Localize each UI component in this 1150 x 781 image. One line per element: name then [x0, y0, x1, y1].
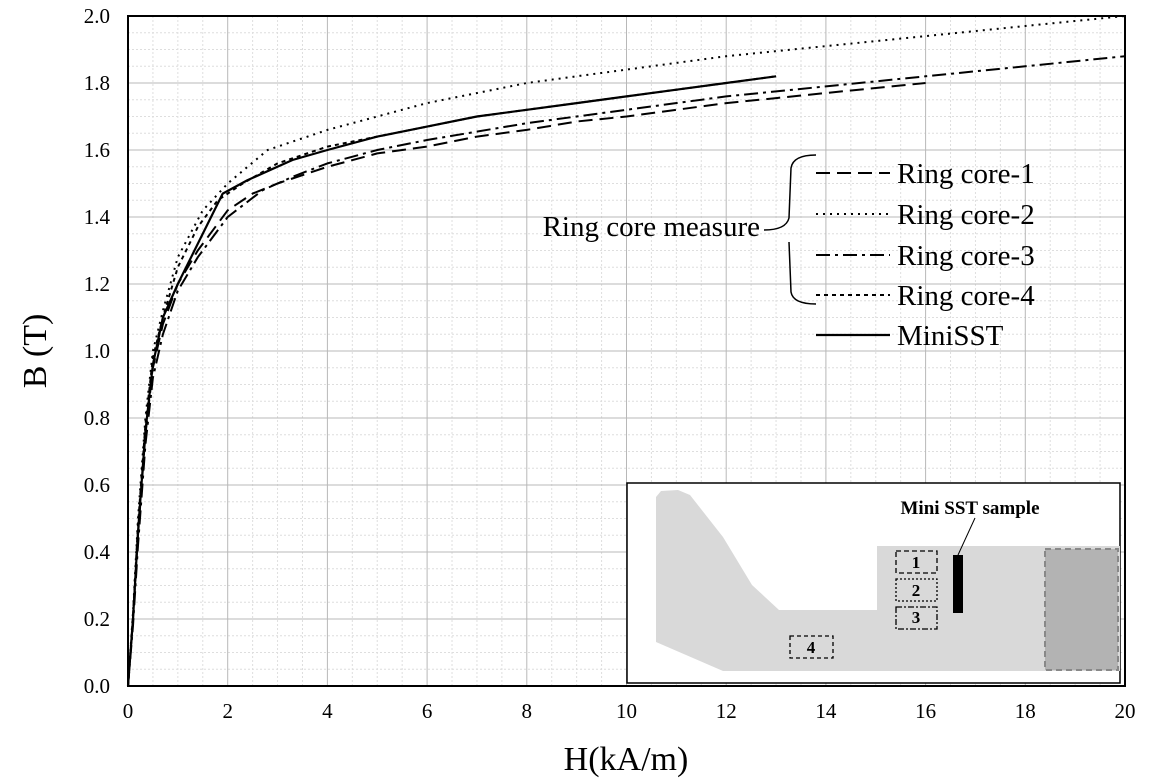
legend-group-label: Ring core measure [543, 211, 760, 243]
x-tick-label: 16 [915, 699, 936, 723]
y-tick-label: 0.8 [84, 406, 110, 430]
y-tick-label: 1.8 [84, 71, 110, 95]
y-tick-label: 1.4 [84, 205, 111, 229]
y-tick-label: 0.2 [84, 607, 110, 631]
series-line-2 [127, 15, 1126, 687]
x-tick-label: 8 [522, 699, 533, 723]
y-tick-label: 1.6 [84, 138, 110, 162]
inset-shaded-block [1044, 548, 1119, 671]
legend-label-5: MiniSST [897, 320, 1004, 352]
region-label-3: 3 [912, 608, 921, 627]
x-tick-label: 4 [322, 699, 333, 723]
series-line-4 [127, 75, 777, 687]
legend: Ring core measure Ring core-1 Ring core-2… [543, 154, 1035, 352]
series-line-3 [127, 55, 1126, 687]
x-tick-label: 20 [1115, 699, 1136, 723]
x-tick-label: 6 [422, 699, 433, 723]
series-lines [126, 15, 1126, 687]
plot-frame [127, 15, 1126, 687]
y-tick-label: 1.2 [84, 272, 110, 296]
region-box-4 [789, 635, 834, 659]
x-tick-label: 18 [1015, 699, 1036, 723]
x-tick-label: 0 [123, 699, 134, 723]
y-tick-labels: 0.0 0.2 0.4 0.6 0.8 1.0 1.2 1.4 1.6 1.8 2.0 [84, 4, 111, 698]
legend-label-2: Ring core-2 [897, 199, 1035, 231]
x-axis-label: H(kA/m) [564, 741, 689, 778]
y-tick-label: 0.0 [84, 674, 110, 698]
x-tick-label: 14 [815, 699, 837, 723]
x-tick-labels: 0 2 4 6 8 10 12 14 16 18 20 [123, 699, 1136, 723]
region-box-1 [895, 550, 938, 574]
region-label-1: 1 [912, 553, 921, 572]
region-box-3 [895, 606, 938, 630]
x-tick-label: 10 [616, 699, 637, 723]
legend-items: Ring core-1 Ring core-2 Ring core-3 Ring co… [816, 158, 1035, 352]
inset-sample-label: Mini SST sample [900, 498, 1039, 519]
x-tick-label: 12 [716, 699, 737, 723]
region-label-2: 2 [912, 581, 921, 600]
y-tick-label: 0.6 [84, 473, 110, 497]
series-line-5 [126, 75, 777, 687]
y-axis-label: B (T) [17, 314, 54, 389]
region-box-2 [895, 578, 938, 602]
sample-leader-line [957, 517, 976, 556]
legend-label-1: Ring core-1 [897, 158, 1035, 190]
inset-diagram: Mini SST sample 1 2 3 4 [626, 482, 1121, 684]
legend-brace [763, 154, 817, 305]
mini-sst-sample-bar [953, 555, 963, 613]
legend-label-3: Ring core-3 [897, 240, 1035, 272]
y-tick-label: 1.0 [84, 339, 110, 363]
legend-label-4: Ring core-4 [897, 280, 1035, 312]
y-tick-label: 2.0 [84, 4, 110, 28]
region-label-4: 4 [807, 638, 816, 657]
y-tick-label: 0.4 [84, 540, 111, 564]
x-tick-label: 2 [222, 699, 233, 723]
core-cross-section [656, 490, 1120, 671]
